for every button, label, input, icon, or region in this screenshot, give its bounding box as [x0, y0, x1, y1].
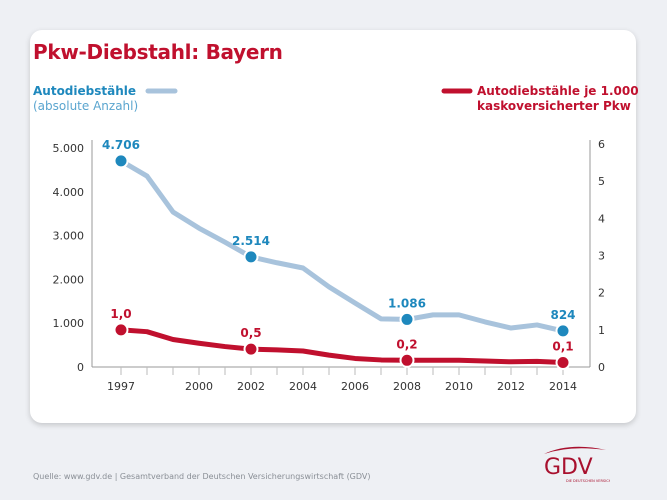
red-data-point — [399, 352, 415, 368]
y-left-tick-label: 3.000 — [53, 230, 85, 243]
gdv-logo: GDV DIE DEUTSCHEN VERSICHERER — [544, 446, 610, 483]
y-left-tick-label: 0 — [77, 361, 84, 374]
y-left-tick-label: 2.000 — [53, 273, 85, 286]
red-data-point — [555, 355, 571, 371]
svg-text:GDV: GDV — [544, 455, 593, 480]
blue-data-point — [113, 153, 129, 169]
y-right-tick-label: 2 — [598, 287, 605, 300]
blue-data-point — [243, 249, 259, 265]
red-data-label: 0,1 — [552, 340, 573, 354]
red-data-label: 0,5 — [240, 326, 261, 340]
legend-left-sublabel: (absolute Anzahl) — [33, 99, 139, 113]
blue-data-label: 4.706 — [102, 138, 140, 152]
y-left-tick-label: 1.000 — [53, 317, 85, 330]
x-tick-label: 2014 — [549, 380, 577, 393]
blue-data-point — [399, 311, 415, 327]
y-right-tick-label: 3 — [598, 250, 605, 263]
blue-data-label: 1.086 — [388, 296, 426, 310]
y-right-tick-label: 1 — [598, 324, 605, 337]
svg-text:DIE DEUTSCHEN VERSICHERER: DIE DEUTSCHEN VERSICHERER — [566, 479, 610, 483]
source-note: Quelle: www.gdv.de | Gesamtverband der D… — [33, 472, 371, 481]
x-tick-label: 2000 — [185, 380, 213, 393]
x-tick-label: 2010 — [445, 380, 473, 393]
legend-left-label: Autodiebstähle — [33, 84, 137, 98]
blue-data-point — [555, 323, 571, 339]
y-right-tick-label: 5 — [598, 175, 605, 188]
blue-series-line — [118, 158, 566, 334]
x-tick-label: 2008 — [393, 380, 421, 393]
x-tick-label: 2002 — [237, 380, 265, 393]
legend-right: Autodiebstähle je 1.000 kaskoversicherte… — [477, 84, 639, 114]
blue-data-label: 2.514 — [232, 234, 270, 248]
x-tick-label: 1997 — [107, 380, 135, 393]
red-data-point — [113, 322, 129, 338]
legend-left: Autodiebstähle (absolute Anzahl) — [33, 84, 138, 114]
x-tick-label: 2004 — [289, 380, 317, 393]
red-data-point — [243, 341, 259, 357]
y-right-tick-label: 6 — [598, 138, 605, 151]
y-right-tick-label: 4 — [598, 212, 605, 225]
y-left-tick-label: 5.000 — [53, 142, 85, 155]
chart-title: Pkw-Diebstahl: Bayern — [33, 40, 283, 64]
red-data-label: 0,2 — [396, 337, 417, 351]
blue-data-label: 824 — [550, 308, 575, 322]
legend-right-label-1: Autodiebstähle je 1.000 — [477, 84, 639, 98]
y-left-tick-label: 4.000 — [53, 186, 85, 199]
x-tick-label: 2006 — [341, 380, 369, 393]
red-data-label: 1,0 — [110, 307, 131, 321]
x-tick-label: 2012 — [497, 380, 525, 393]
red-series-line — [118, 327, 566, 366]
legend-right-label-2: kaskoversicherter Pkw — [477, 99, 631, 113]
y-right-tick-label: 0 — [598, 361, 605, 374]
